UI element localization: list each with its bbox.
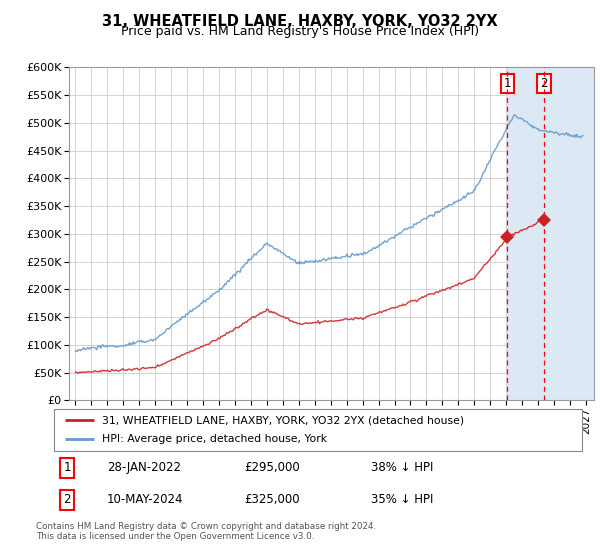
Text: 10-MAY-2024: 10-MAY-2024 (107, 493, 184, 506)
Text: 38% ↓ HPI: 38% ↓ HPI (371, 461, 433, 474)
Bar (508, 67, 594, 400)
Text: 2: 2 (541, 77, 548, 90)
Text: £295,000: £295,000 (244, 461, 300, 474)
Text: 2: 2 (64, 493, 71, 506)
Text: 31, WHEATFIELD LANE, HAXBY, YORK, YO32 2YX (detached house): 31, WHEATFIELD LANE, HAXBY, YORK, YO32 2… (101, 415, 464, 425)
Bar (508, 67, 594, 400)
Text: 1: 1 (64, 461, 71, 474)
Text: Contains HM Land Registry data © Crown copyright and database right 2024.
This d: Contains HM Land Registry data © Crown c… (36, 522, 376, 542)
Text: 28-JAN-2022: 28-JAN-2022 (107, 461, 181, 474)
Text: Price paid vs. HM Land Registry's House Price Index (HPI): Price paid vs. HM Land Registry's House … (121, 25, 479, 38)
Text: £325,000: £325,000 (244, 493, 300, 506)
Text: 1: 1 (503, 77, 511, 90)
Text: HPI: Average price, detached house, York: HPI: Average price, detached house, York (101, 435, 326, 445)
Text: 35% ↓ HPI: 35% ↓ HPI (371, 493, 433, 506)
Text: 31, WHEATFIELD LANE, HAXBY, YORK, YO32 2YX: 31, WHEATFIELD LANE, HAXBY, YORK, YO32 2… (102, 14, 498, 29)
